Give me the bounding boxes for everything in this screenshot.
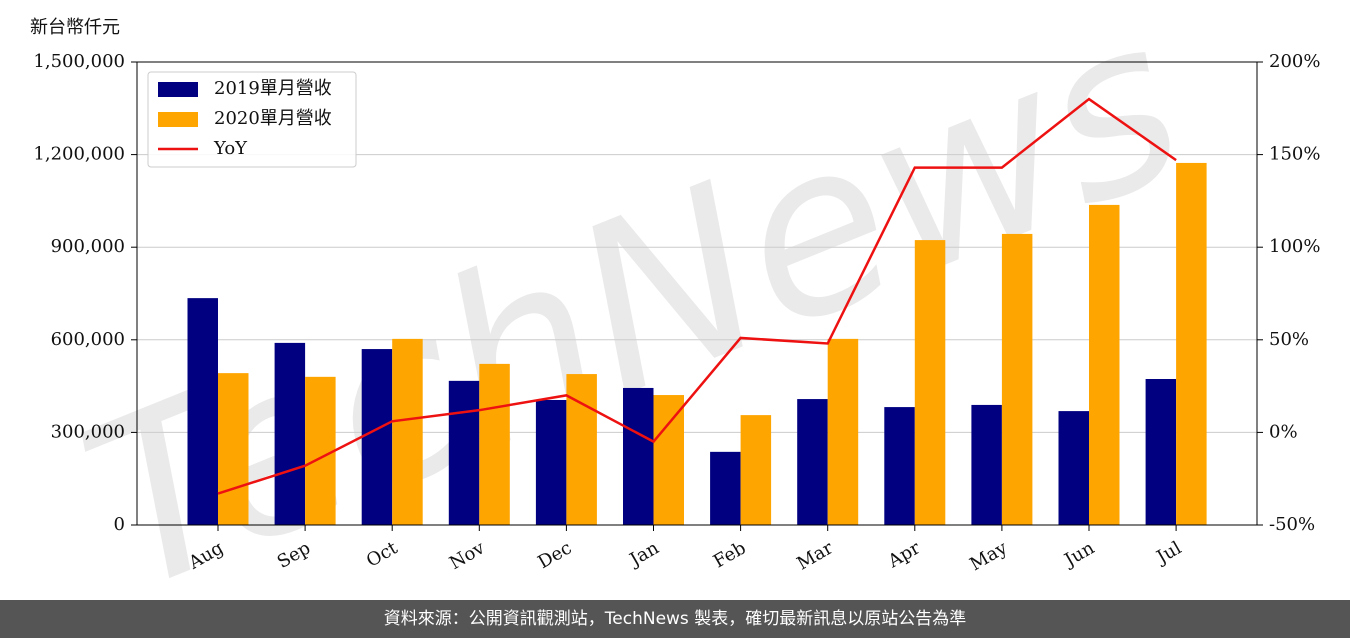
- bar: [1058, 411, 1089, 525]
- x-tick-label: Feb: [710, 537, 750, 572]
- y2-tick-label: 50%: [1269, 329, 1309, 350]
- bar: [740, 415, 772, 525]
- bar: [535, 399, 567, 525]
- line: [217, 97, 1177, 495]
- bar: [1089, 204, 1120, 526]
- legend-swatch: [158, 112, 198, 127]
- bar: [479, 363, 510, 525]
- bar: [653, 395, 684, 525]
- bar: [1145, 379, 1177, 525]
- x-tick-label: Jul: [1152, 537, 1186, 569]
- bar: [274, 342, 306, 525]
- x-tick-label: Apr: [884, 537, 924, 572]
- y2-tick-label: 150%: [1269, 144, 1320, 165]
- bar: [448, 380, 480, 525]
- footer: 資料來源：公開資訊觀測站，TechNews 製表，確切最新訊息以原站公告為準: [0, 600, 1350, 638]
- legend-label: 2020單月營收: [214, 108, 332, 129]
- bar: [797, 399, 828, 525]
- plot-frame: [136, 61, 1258, 526]
- bar: [361, 349, 393, 525]
- y-tick-label: 0: [114, 514, 125, 535]
- y-axis-label: 新台幣仟元: [30, 17, 120, 38]
- bar: [305, 376, 336, 525]
- y2-tick-label: 200%: [1269, 51, 1320, 72]
- x-tick-label: Jan: [625, 537, 663, 571]
- bar: [710, 451, 741, 525]
- bar: [914, 240, 946, 526]
- bar: [623, 387, 654, 525]
- chart: TechNews 新台幣仟元 0300,000600,000900,0001,2…: [30, 0, 1320, 600]
- y2-tick-label: -50%: [1269, 514, 1315, 535]
- bar: [827, 338, 859, 525]
- x-tick-label: May: [966, 537, 1011, 575]
- y-tick-label: 300,000: [51, 421, 125, 442]
- x-tick-label: Dec: [534, 537, 575, 573]
- legend-label: 2019單月營收: [214, 78, 332, 99]
- bar: [971, 404, 1002, 525]
- bar: [884, 407, 915, 525]
- bar: [187, 298, 218, 525]
- bar: [1176, 162, 1207, 525]
- legend-label: YoY: [213, 138, 248, 159]
- bar: [218, 373, 249, 525]
- legend-swatch: [158, 82, 198, 97]
- legend-box: [147, 71, 357, 168]
- y-tick-label: 1,500,000: [33, 51, 125, 72]
- y2-tick-label: 100%: [1269, 236, 1320, 257]
- y-tick-label: 900,000: [51, 236, 125, 257]
- x-tick-label: Nov: [446, 537, 489, 574]
- x-tick-label: Jun: [1059, 537, 1098, 572]
- bar: [1001, 233, 1033, 525]
- y-tick-label: 1,200,000: [33, 144, 125, 165]
- y-tick-label: 600,000: [51, 329, 125, 350]
- bar: [392, 338, 423, 525]
- x-tick-label: Mar: [793, 537, 837, 574]
- y2-tick-label: 0%: [1269, 421, 1298, 442]
